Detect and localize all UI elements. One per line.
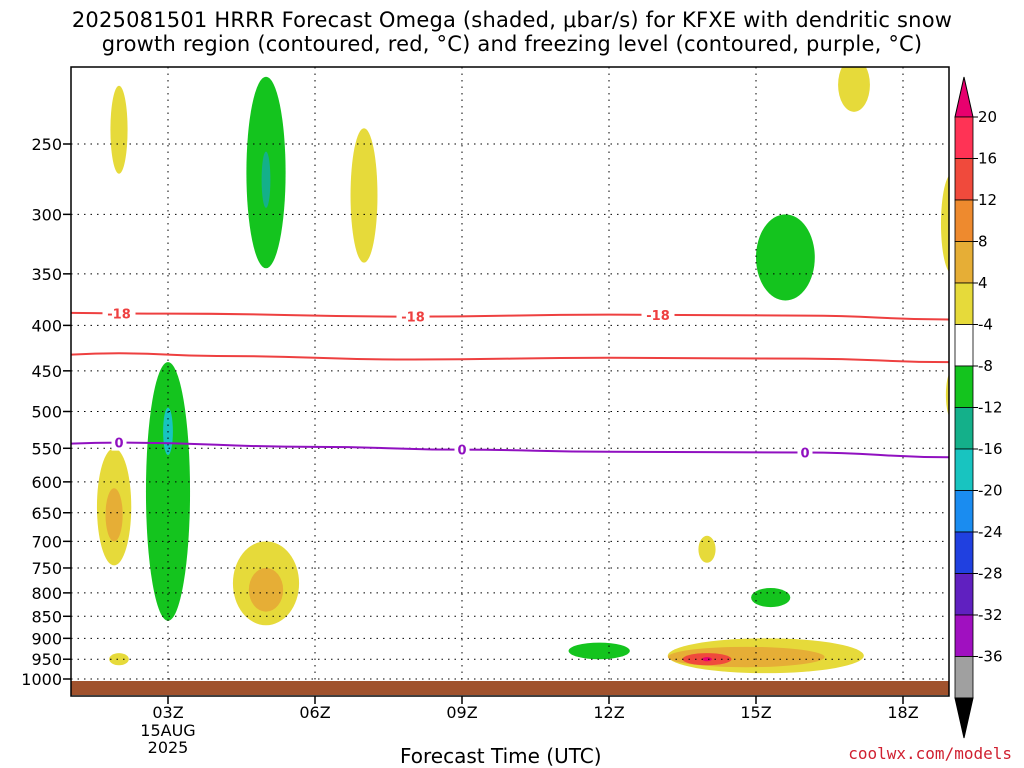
omega-region-15 (698, 535, 716, 563)
colorbar: 20 16 12 8 4 -4 -8 -12 -16 -20 -24 -28 -32 -36 (954, 76, 1003, 739)
colorbar-segment (954, 324, 974, 367)
contour-line-1 (71, 352, 949, 364)
contour-line-0 (71, 311, 949, 321)
contour-label-bg (454, 441, 470, 458)
x-tick-label: 03Z (152, 703, 183, 722)
y-tick-label: 900 (31, 629, 62, 648)
colorbar-segment (954, 282, 974, 325)
contour-label: 0 (800, 446, 809, 461)
y-tick-label: 700 (31, 532, 62, 551)
contour-label: -18 (646, 309, 670, 324)
colorbar-segment (954, 531, 974, 574)
colorbar-label: 4 (978, 274, 988, 292)
omega-region-6 (940, 175, 949, 272)
credit-link[interactable]: coolwx.com/models (848, 744, 1012, 763)
x-tick-label: 06Z (299, 703, 330, 722)
contour-label: -18 (401, 311, 425, 326)
y-tick-label: 800 (31, 584, 62, 603)
omega-region-8 (145, 362, 191, 621)
colorbar-label: -36 (978, 648, 1003, 666)
colorbar-segment (954, 614, 974, 657)
colorbar-segment (954, 573, 974, 616)
colorbar-segment (954, 407, 974, 450)
colorbar-label: 16 (978, 150, 997, 168)
colorbar-segment (954, 656, 974, 699)
x-tick-label: 18Z (887, 703, 918, 722)
colorbar-label: 12 (978, 191, 997, 209)
colorbar-label: -20 (978, 482, 1003, 500)
temperature-contours: -18 -18 -18 0 0 0 (71, 305, 949, 461)
omega-region-11 (105, 488, 123, 542)
y-tick-label: 950 (31, 650, 62, 669)
contour-label: 0 (114, 437, 123, 452)
colorbar-label: -4 (978, 316, 993, 334)
omega-region-2 (261, 151, 271, 208)
colorbar-label: -24 (978, 523, 1003, 541)
omega-region-7 (945, 373, 949, 417)
y-tick-label: 850 (31, 607, 62, 626)
y-tick-label: 750 (31, 559, 62, 578)
y-tick-label: 1000 (21, 670, 62, 689)
x-tick-label: 12Z (593, 703, 624, 722)
colorbar-segment (954, 158, 974, 201)
y-tick-label: 600 (31, 473, 62, 492)
omega-region-4 (838, 67, 870, 112)
y-tick-label: 650 (31, 504, 62, 523)
colorbar-bottom-arrow (954, 697, 974, 739)
x-tick-label: 15Z (740, 703, 771, 722)
y-tick-label: 550 (31, 439, 62, 458)
omega-region-16 (751, 588, 791, 608)
colorbar-label: 8 (978, 233, 988, 251)
x-tick-sublabel: 2025 (148, 738, 189, 757)
gridlines (71, 67, 949, 696)
omega-region-0 (110, 85, 128, 174)
y-tick-label: 500 (31, 403, 62, 422)
colorbar-label: -16 (978, 440, 1003, 458)
x-tick-label: 09Z (446, 703, 477, 722)
contour-label-bg (797, 444, 813, 461)
contour-label-bg (111, 434, 127, 451)
y-tick-label: 450 (31, 362, 62, 381)
colorbar-segment (954, 116, 974, 159)
y-tick-label: 300 (31, 205, 62, 224)
chart-title-line1: 2025081501 HRRR Forecast Omega (shaded, … (71, 8, 953, 32)
contour-label-bg (102, 305, 136, 322)
ground-bar (71, 681, 949, 695)
omega-region-5 (756, 214, 815, 301)
x-tick-sublabel: 15AUG (140, 721, 195, 740)
omega-region-17 (568, 642, 630, 660)
y-tick-label: 350 (31, 265, 62, 284)
colorbar-label: -8 (978, 357, 993, 375)
omega-region-14 (109, 653, 129, 666)
colorbar-label: -12 (978, 399, 1003, 417)
omega-region-21 (702, 657, 712, 662)
plot-frame (70, 66, 950, 697)
contour-label-bg (641, 306, 675, 323)
colorbar-label: -28 (978, 565, 1003, 583)
colorbar-label: 20 (978, 108, 997, 126)
omega-region-13 (248, 567, 284, 612)
colorbar-label: -32 (978, 606, 1003, 624)
y-tick-label: 250 (31, 135, 62, 154)
omega-region-3 (350, 128, 378, 263)
colorbar-segment (954, 490, 974, 533)
chart-title-line2: growth region (contoured, red, °C) and f… (101, 32, 923, 56)
pressure-axis: 250 300 350 400 450 500 550 600 650 700 750 800 850 9… (21, 135, 71, 689)
omega-shading (96, 67, 949, 674)
x-axis-label: Forecast Time (UTC) (400, 744, 602, 768)
y-tick-label: 400 (31, 316, 62, 335)
chart-title: 2025081501 HRRR Forecast Omega (shaded, … (0, 8, 1024, 56)
contour-label: 0 (457, 444, 466, 459)
colorbar-segment (954, 365, 974, 408)
contour-label: -18 (107, 307, 131, 322)
colorbar-segment (954, 241, 974, 284)
colorbar-segment (954, 448, 974, 491)
colorbar-top-arrow (954, 76, 974, 118)
colorbar-segment (954, 199, 974, 242)
contour-label-bg (396, 308, 430, 325)
